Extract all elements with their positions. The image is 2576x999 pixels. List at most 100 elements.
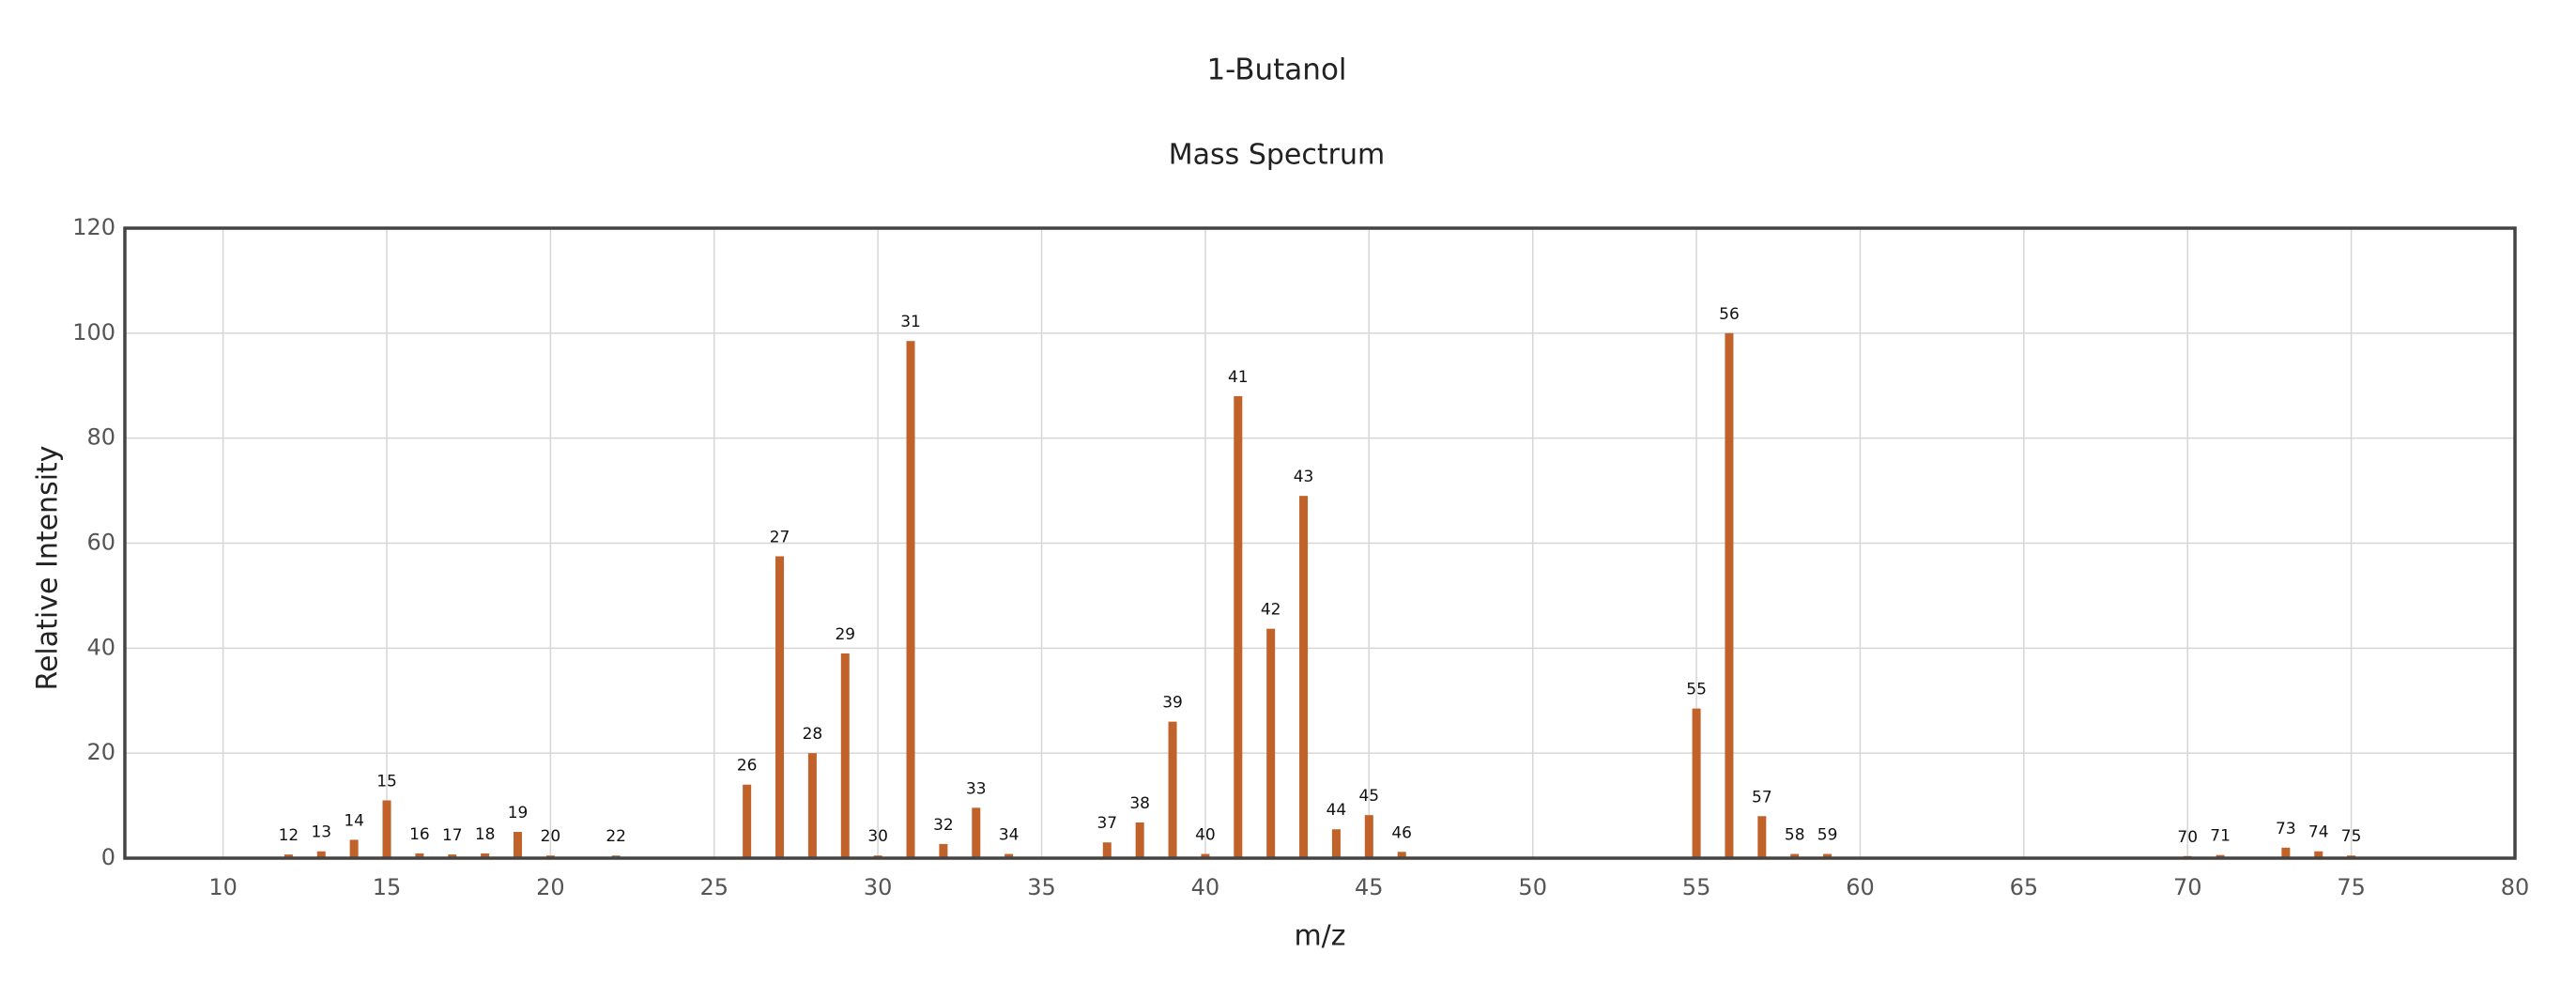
y-tick-label: 60 <box>86 530 115 556</box>
bar <box>382 800 391 858</box>
x-tick-label: 80 <box>2501 874 2530 900</box>
data-label: 39 <box>1162 694 1183 713</box>
bar <box>2314 851 2323 858</box>
data-label: 17 <box>442 826 463 845</box>
data-label: 38 <box>1129 794 1150 813</box>
bar <box>514 832 523 858</box>
y-tick-label: 20 <box>86 739 115 765</box>
data-label: 46 <box>1391 823 1412 842</box>
data-label: 32 <box>933 816 954 835</box>
data-label: 40 <box>1195 826 1216 845</box>
x-tick-label: 60 <box>1846 874 1875 900</box>
x-tick-label: 70 <box>2173 874 2202 900</box>
data-label: 75 <box>2341 827 2362 846</box>
x-tick-label: 20 <box>536 874 565 900</box>
y-axis-label: Relative Intensity <box>32 445 65 690</box>
x-tick-label: 40 <box>1191 874 1220 900</box>
bar <box>1299 496 1309 858</box>
data-label: 18 <box>475 825 496 844</box>
data-label: 71 <box>2210 827 2231 846</box>
bar <box>481 853 490 858</box>
bar <box>1692 708 1701 858</box>
data-label: 22 <box>606 827 626 846</box>
data-label: 70 <box>2177 828 2198 847</box>
y-tick-label: 100 <box>72 319 115 346</box>
bar <box>1266 628 1276 858</box>
data-label: 59 <box>1817 826 1838 845</box>
data-label: 13 <box>311 823 331 842</box>
bar <box>415 853 424 858</box>
bar <box>1397 852 1406 858</box>
data-label: 34 <box>999 826 1020 845</box>
x-tick-label: 50 <box>1518 874 1547 900</box>
bar <box>1168 721 1177 858</box>
chart-subtitle: Mass Spectrum <box>1169 139 1385 172</box>
data-label: 44 <box>1326 801 1347 820</box>
data-label: 14 <box>344 811 364 830</box>
data-label: 37 <box>1096 814 1117 833</box>
data-label: 12 <box>279 826 299 845</box>
data-label: 43 <box>1294 468 1314 486</box>
bar <box>1725 332 1734 858</box>
data-label: 73 <box>2276 820 2296 838</box>
data-label: 27 <box>770 528 790 546</box>
data-label: 58 <box>1785 826 1805 845</box>
data-label: 74 <box>2308 823 2329 842</box>
data-label: 19 <box>508 804 529 822</box>
bar <box>2281 847 2291 858</box>
bar <box>349 839 359 858</box>
bar <box>906 341 915 858</box>
x-tick-label: 65 <box>2010 874 2039 900</box>
bar <box>1004 853 1014 858</box>
data-label: 15 <box>376 772 397 791</box>
bar <box>1234 395 1243 858</box>
data-label: 56 <box>1719 305 1740 324</box>
bar <box>1331 829 1341 858</box>
chart-title: 1-Butanol <box>1206 54 1346 87</box>
data-label: 42 <box>1261 601 1281 620</box>
bar <box>1757 816 1767 858</box>
data-label: 26 <box>737 757 758 776</box>
bar <box>1102 842 1112 858</box>
data-label: 57 <box>1752 788 1772 807</box>
bar <box>807 753 817 858</box>
data-label: 29 <box>835 625 855 644</box>
data-label: 41 <box>1228 368 1249 387</box>
bars: 12 13 14 15 16 17 18 19 20 22 26 27 28 29 30 31 32 33 34 37… <box>279 305 2362 858</box>
y-tick-label: 40 <box>86 634 115 660</box>
x-axis-label: m/z <box>1294 920 1345 953</box>
x-tick-label: 55 <box>1682 874 1711 900</box>
bar <box>1201 853 1210 858</box>
data-label: 20 <box>541 827 561 846</box>
bar <box>939 843 948 858</box>
grid <box>125 227 2516 859</box>
bar <box>316 851 326 858</box>
bar <box>775 556 785 858</box>
data-label: 33 <box>966 779 987 798</box>
x-tick-label: 75 <box>2337 874 2366 900</box>
bar <box>1135 822 1144 858</box>
bar <box>1790 853 1800 858</box>
x-tick-label: 45 <box>1355 874 1384 900</box>
bar <box>743 784 752 858</box>
bar <box>1823 853 1832 858</box>
bar <box>448 854 457 858</box>
x-tick-label: 35 <box>1027 874 1056 900</box>
bar <box>284 854 293 858</box>
x-tick-label: 30 <box>864 874 893 900</box>
bar <box>840 653 850 858</box>
data-label: 31 <box>900 313 921 331</box>
plot-frame <box>123 226 2517 860</box>
data-label: 28 <box>803 725 823 744</box>
data-label: 45 <box>1358 787 1379 806</box>
x-tick-label: 25 <box>700 874 729 900</box>
bar <box>1364 815 1373 858</box>
bar <box>972 807 981 858</box>
data-label: 30 <box>867 827 888 846</box>
data-label: 16 <box>409 825 430 844</box>
y-tick-label: 0 <box>101 844 115 870</box>
x-tick-label: 10 <box>208 874 238 900</box>
y-tick-label: 120 <box>72 214 115 240</box>
data-label: 55 <box>1686 681 1707 699</box>
